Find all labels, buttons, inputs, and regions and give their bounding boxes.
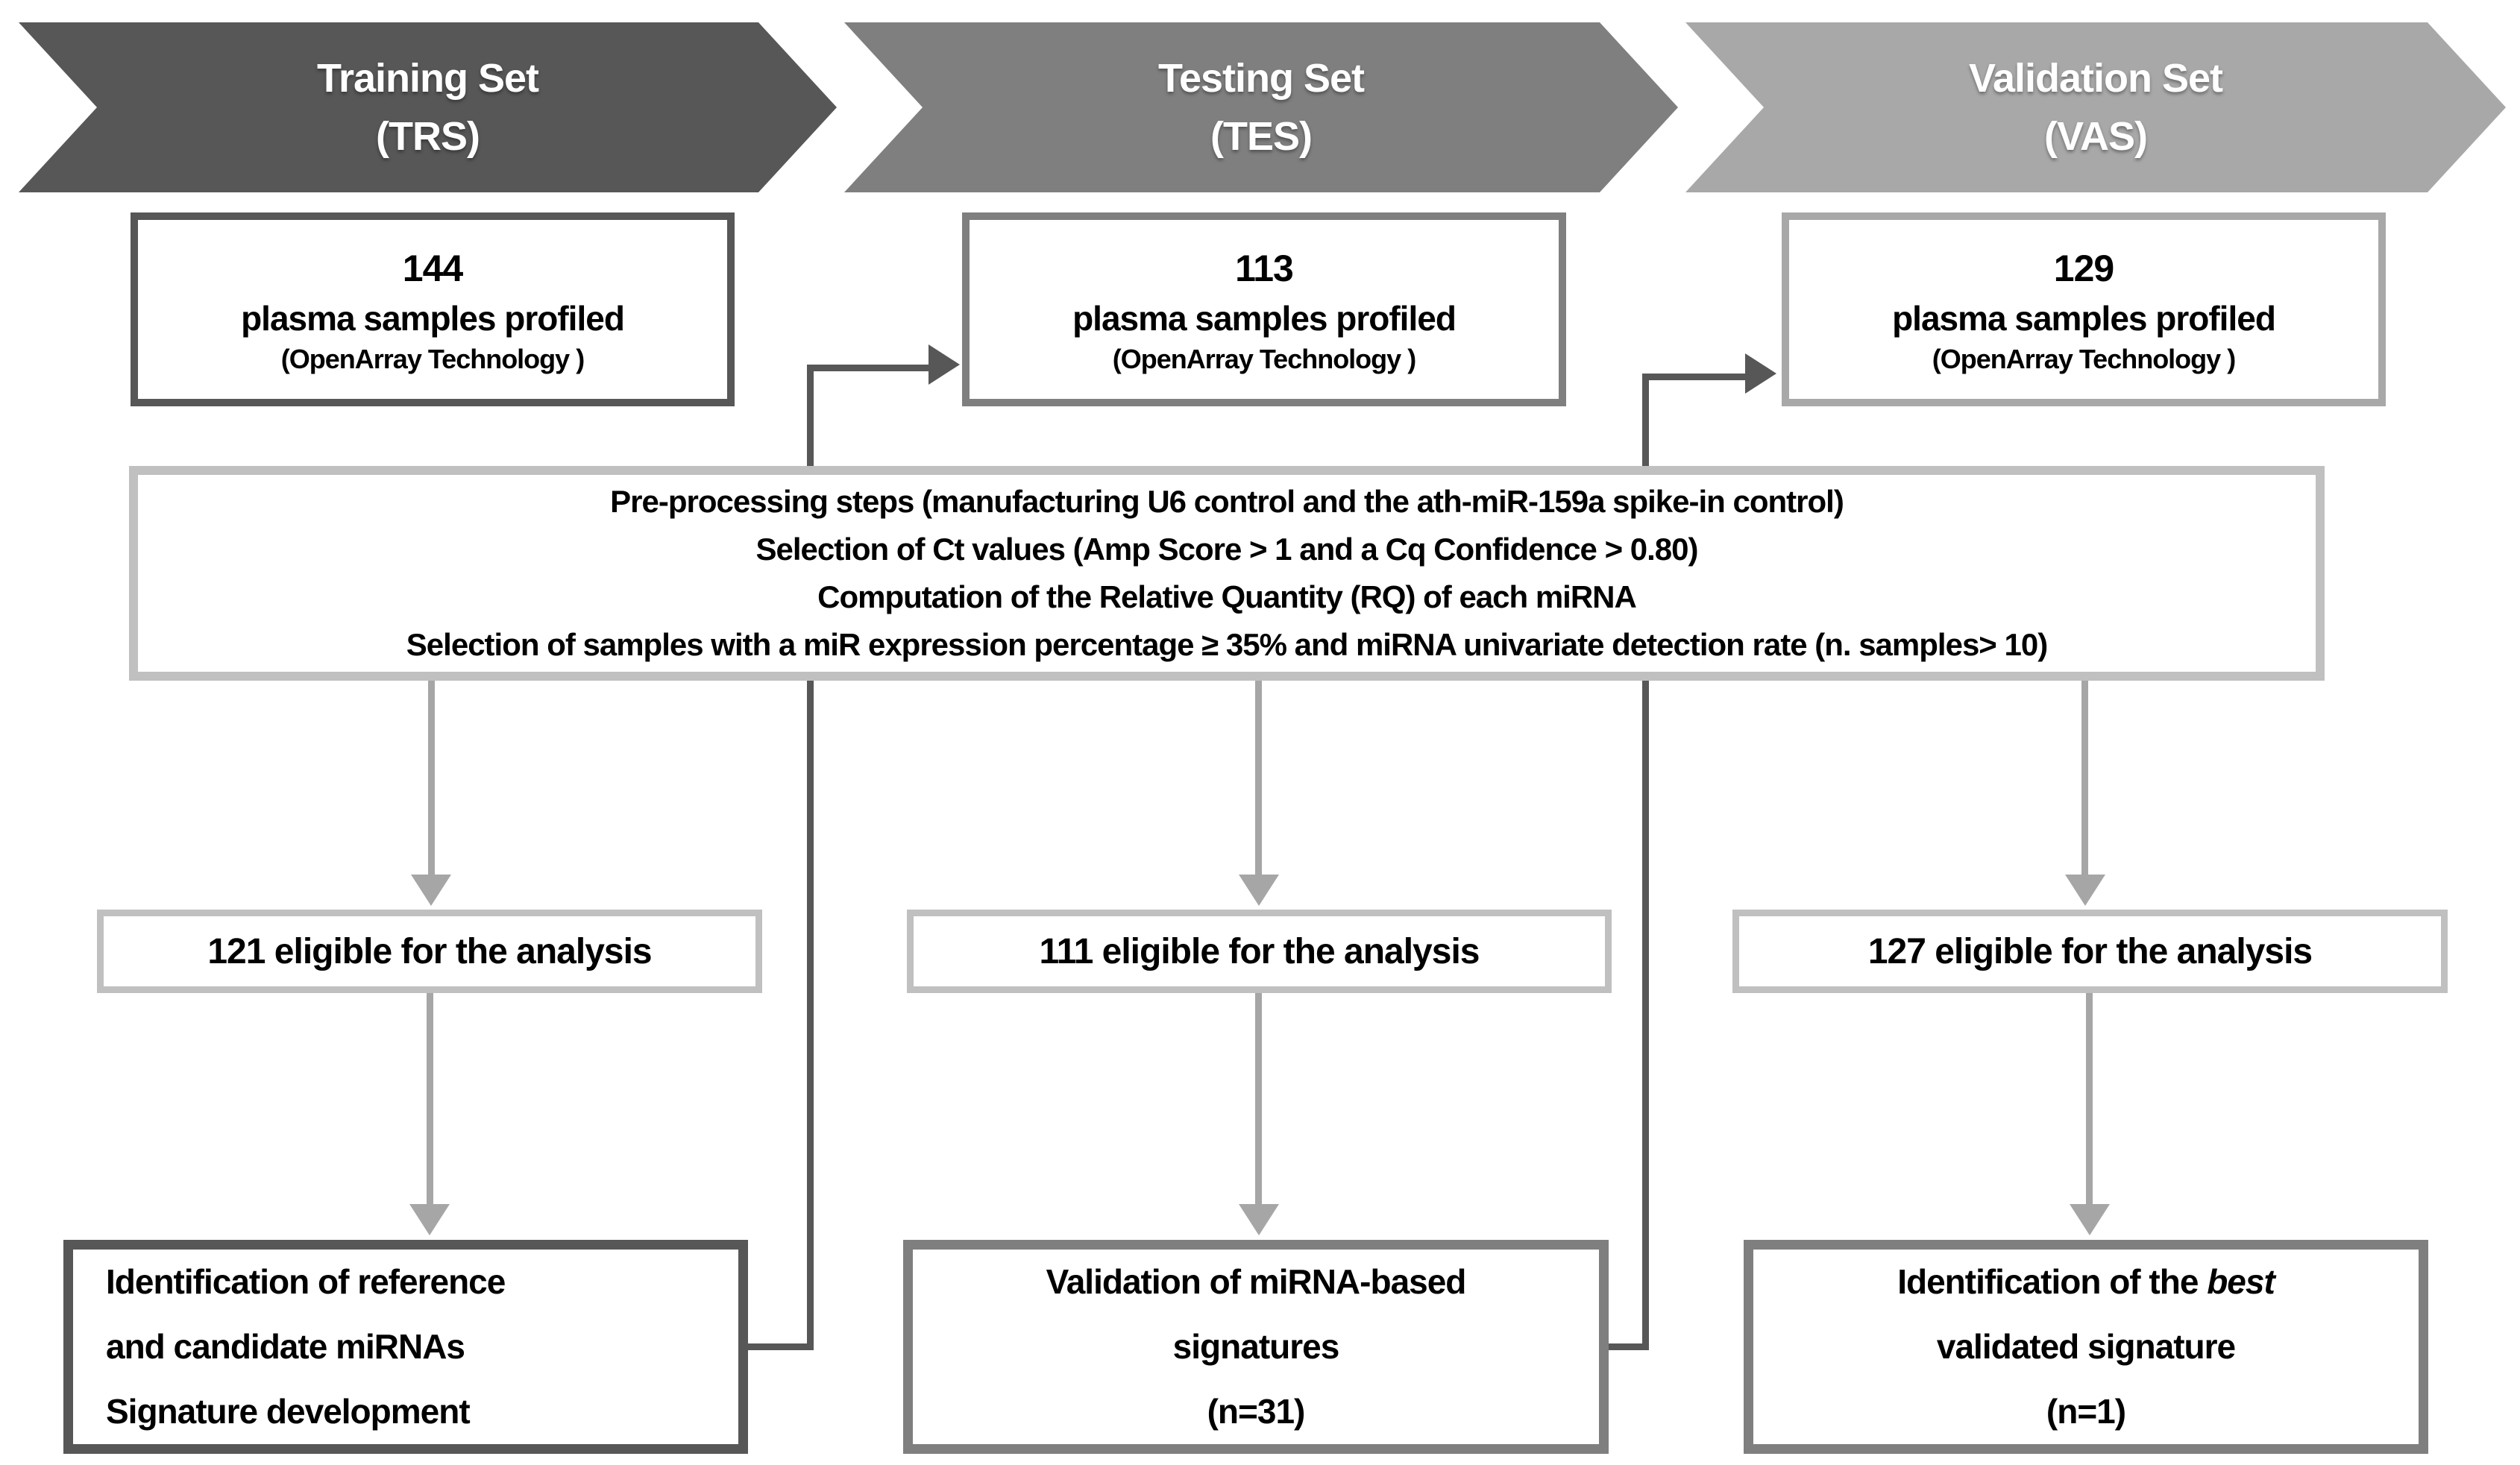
arrow-vas-eligible-to-outcome-line [2086,993,2093,1204]
tes-sample-label: plasma samples profiled [1072,299,1457,338]
connector-trs-outcome-to-tes-vertical [807,365,814,1350]
box-trs-samples-profiled: 144 plasma samples profiled (OpenArray T… [131,212,735,406]
box-tes-samples-profiled: 113 plasma samples profiled (OpenArray T… [962,212,1566,406]
tes-sample-count: 113 [1235,248,1294,289]
banner-validation-set-title: Validation Set [1968,56,2223,101]
connector-tes-outcome-to-vas-top [1642,374,1749,380]
tes-sample-technology: (OpenArray Technology ) [1112,344,1416,374]
box-vas-samples-profiled: 129 plasma samples profiled (OpenArray T… [1782,212,2386,406]
vas-outcome-line-1-prefix: Identification of the [1897,1262,2208,1301]
trs-sample-count: 144 [402,248,463,289]
tes-outcome-line-2: signatures [1172,1327,1340,1366]
preprocessing-line-1: Pre-processing steps (manufacturing U6 c… [610,484,1844,519]
connector-tes-outcome-to-vas-arrowhead [1745,353,1776,394]
tes-outcome-line-3: (n=31) [1207,1392,1306,1431]
arrow-preproc-to-tes-eligible-line [1255,681,1262,875]
arrow-trs-eligible-to-outcome-line [427,993,433,1204]
vas-outcome-line-1-italic: best [2207,1262,2275,1301]
vas-sample-count: 129 [2053,248,2114,289]
box-tes-outcome: Validation of miRNA-based signatures (n=… [903,1240,1609,1454]
connector-trs-outcome-to-tes-top [807,365,932,371]
trs-outcome-line-3: Signature development [106,1392,471,1431]
box-vas-outcome: Identification of the best validated sig… [1744,1240,2428,1454]
arrow-preproc-to-trs-eligible-head [411,875,451,906]
tes-eligible-text: 111 eligible for the analysis [1039,931,1480,971]
connector-trs-outcome-to-tes-bottom [746,1343,814,1350]
trs-sample-technology: (OpenArray Technology ) [280,344,585,374]
banner-training-set: Training Set (TRS) [19,22,837,192]
banner-testing-set-abbr: (TES) [1210,114,1312,159]
box-tes-eligible: 111 eligible for the analysis [907,910,1612,993]
connector-tes-outcome-to-vas-bottom [1606,1343,1649,1350]
tes-outcome-line-1: Validation of miRNA-based [1046,1262,1467,1301]
trs-eligible-text: 121 eligible for the analysis [207,931,652,971]
banner-training-set-abbr: (TRS) [376,114,480,159]
vas-outcome-line-2: validated signature [1936,1327,2236,1366]
arrow-trs-eligible-to-outcome-head [409,1204,450,1235]
arrow-vas-eligible-to-outcome-head [2070,1204,2110,1235]
vas-outcome-line-1: Identification of the best [1753,1250,2419,1314]
arrow-preproc-to-vas-eligible-line [2081,681,2088,875]
box-vas-eligible: 127 eligible for the analysis [1732,910,2448,993]
preprocessing-line-2: Selection of Ct values (Amp Score > 1 an… [755,532,1698,567]
arrow-preproc-to-trs-eligible-line [428,681,435,875]
connector-trs-outcome-to-tes-arrowhead [928,344,960,385]
preprocessing-line-3: Computation of the Relative Quantity (RQ… [817,579,1637,614]
connector-tes-outcome-to-vas-vertical [1642,374,1649,1350]
banner-validation-set: Validation Set (VAS) [1685,22,2506,192]
arrow-tes-eligible-to-outcome-head [1239,1204,1279,1235]
banner-testing-set-title: Testing Set [1157,56,1365,101]
trs-outcome-line-2: and candidate miRNAs [106,1327,465,1366]
arrow-preproc-to-vas-eligible-head [2065,875,2105,906]
vas-eligible-text: 127 eligible for the analysis [1867,931,2313,971]
arrow-tes-eligible-to-outcome-line [1255,993,1262,1204]
arrow-preproc-to-tes-eligible-head [1239,875,1279,906]
banner-validation-set-abbr: (VAS) [2044,114,2147,159]
box-trs-eligible: 121 eligible for the analysis [97,910,762,993]
banner-testing-set: Testing Set (TES) [844,22,1678,192]
banner-training-set-title: Training Set [316,56,539,101]
vas-sample-label: plasma samples profiled [1892,299,2276,338]
preprocessing-line-4: Selection of samples with a miR expressi… [406,627,2048,662]
trs-sample-label: plasma samples profiled [241,299,625,338]
trs-outcome-line-1: Identification of reference [106,1262,506,1301]
vas-outcome-line-3: (n=1) [2046,1392,2126,1431]
box-preprocessing-steps: Pre-processing steps (manufacturing U6 c… [129,466,2325,681]
box-trs-outcome: Identification of reference and candidat… [63,1240,748,1454]
vas-sample-technology: (OpenArray Technology ) [1932,344,2236,374]
